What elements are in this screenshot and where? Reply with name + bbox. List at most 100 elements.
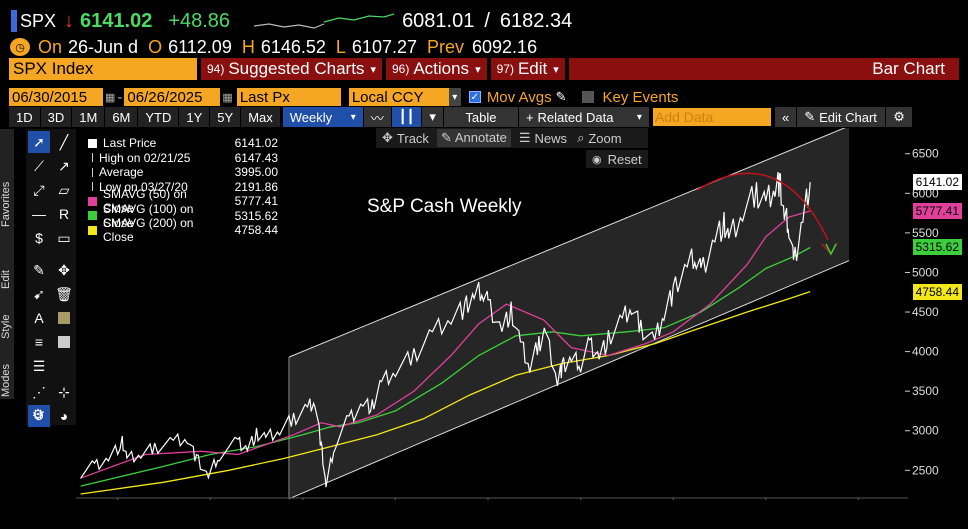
fill-color-icon[interactable] [53,307,75,329]
track-button[interactable]: Track [396,130,429,146]
forecast-arrow[interactable] [696,172,838,256]
retracement-icon[interactable]: R [58,206,70,222]
modes-tab[interactable]: Modes [0,363,12,397]
series-line-sma50[interactable] [80,210,811,479]
line-tool-icon[interactable]: ╱ [59,133,69,150]
green-arrowhead-icon [825,243,837,256]
line-style-icon[interactable]: ≡ [34,334,44,350]
segment-icon[interactable]: ⤢ [33,181,45,198]
move-icon[interactable]: ✥ [58,261,70,278]
frequency-select[interactable]: Weekly ▾ [282,107,363,127]
channel-upper-line[interactable] [288,128,849,358]
suggested-charts-button[interactable]: 94) Suggested Charts ▾ [201,58,382,80]
clock-icon[interactable]: ◷ [10,38,30,56]
period-button-3d[interactable]: 3D [40,107,72,127]
legend-item[interactable]: Low on 03/27/20 2191.86 [84,180,282,195]
calendar-icon[interactable]: ▦ [105,91,116,104]
legend-swatch-icon [88,225,97,235]
ticker-flag [11,10,17,32]
series-line-last-price[interactable] [80,171,811,488]
add-data-input[interactable]: Add Data [652,108,771,126]
edit-button[interactable]: 97) Edit ▾ [490,58,565,80]
key-events-checkbox[interactable] [582,91,595,103]
period-button-1m[interactable]: 1M [72,107,105,127]
channel-lower-line[interactable] [288,260,850,500]
edit-chart-button[interactable]: ✎ Edit Chart [797,107,886,127]
price-tag: 4758.44 [912,283,962,300]
period-button-ytd[interactable]: YTD [138,107,179,127]
legend-label: Average [99,165,144,180]
field-select[interactable]: Last Px [236,88,341,106]
collapse-icon[interactable]: « [774,107,797,127]
trend-line-icon[interactable]: ⟋ [34,157,44,174]
legend-item[interactable]: Average 3995.00 [84,165,282,180]
series-line-sma200[interactable] [80,290,811,495]
legend-item[interactable]: SMAVG (100) on Close 5315.62 [84,202,282,230]
price-marker-icon[interactable]: $ [35,230,43,246]
legend-label: Low on 03/27/20 [99,179,188,194]
magnet-icon[interactable]: ⊹ [58,383,70,400]
line-color-icon[interactable] [53,331,75,353]
colors-icon[interactable]: ◕ [59,408,69,424]
period-button-1y[interactable]: 1Y [179,107,210,127]
start-date-field[interactable]: 06/30/2015 [9,88,103,106]
mov-avgs-checkbox[interactable]: ✓ [468,91,481,103]
horizontal-line-icon[interactable]: — [32,206,46,222]
security-field[interactable]: SPX Index [9,58,197,80]
select-icon[interactable]: ➹ [33,285,45,302]
legend-value: 6147.43 [234,150,278,165]
chart-annotation[interactable]: S&P Cash Weekly [367,196,522,217]
legend-value: 5315.62 [234,208,278,223]
ticker-symbol[interactable]: SPX [20,10,57,31]
settings-gear-icon[interactable]: ⚙ [31,405,45,422]
legend-value: 5777.41 [234,194,278,209]
related-data-button[interactable]: + Related Data ▾ [518,107,649,127]
gear-icon[interactable]: ⚙ [886,107,912,127]
channel-icon[interactable]: ▱ [58,181,70,198]
table-button[interactable]: Table [443,107,518,127]
key-events-label: Key Events [602,88,679,106]
currency-select[interactable]: Local CCY [348,88,449,106]
legend-item[interactable]: SMAVG (200) on Close 4758.44 [84,216,282,244]
pointer-tool-icon[interactable]: ➚ [28,131,50,153]
legend-value: 3995.00 [234,165,278,180]
crosshair-icon[interactable]: ⋰ [32,383,46,400]
ray-icon[interactable]: ↗ [58,157,70,174]
rectangle-icon[interactable]: ▭ [57,229,71,246]
legend-item[interactable]: SMAVG (50) on Close 5777.41 [84,187,282,215]
actions-button[interactable]: 96) Actions ▾ [385,58,487,80]
trend-channel[interactable] [288,128,850,500]
annotate-button[interactable]: ✎ Annotate [436,129,511,147]
edit-tab[interactable]: Edit [0,270,12,289]
news-button[interactable]: News [534,130,568,146]
period-button-5y[interactable]: 5Y [210,107,241,127]
suggested-label: Suggested Charts [228,59,365,78]
chart-legend[interactable]: Last Price 6141.02 High on 02/21/25 6147.43… [84,136,282,256]
y-tick-label: 4000 [912,345,939,359]
legend-item[interactable]: Last Price 6141.02 [84,136,282,151]
favorites-tab[interactable]: Favorites [0,181,12,227]
legend-value: 4758.44 [234,223,278,238]
bar-chart-icon[interactable]: ┃┃ [391,107,422,127]
currency-dropdown-icon[interactable]: ▾ [448,88,461,106]
line-chart-icon[interactable]: 〰 [363,107,391,127]
text-style-icon[interactable]: A [34,310,44,326]
period-button-max[interactable]: Max [241,107,280,127]
legend-item[interactable]: High on 02/21/25 6147.43 [84,151,282,166]
pen-icon[interactable]: ✎ [33,261,45,278]
reset-button[interactable]: ◉ Reset [586,150,648,168]
legend-label: SMAVG (200) on Close [103,216,194,245]
period-button-6m[interactable]: 6M [105,107,138,127]
weight-icon[interactable]: ☰ [32,357,46,374]
style-tab[interactable]: Style [0,314,12,339]
period-button-1d[interactable]: 1D [9,107,40,127]
calendar-icon[interactable]: ▦ [222,91,233,104]
more-dropdown-icon[interactable]: ▾ [422,107,443,127]
zoom-button[interactable]: Zoom [588,130,622,146]
chart-type-button[interactable]: Bar Chart [568,58,959,80]
legend-swatch-icon [92,182,97,192]
cycle-icon[interactable]: ↺ [28,405,50,427]
end-date-field[interactable]: 06/26/2025 [124,88,221,106]
trash-icon[interactable]: 🗑 [55,285,73,302]
pencil-icon[interactable]: ✎ [555,89,567,104]
